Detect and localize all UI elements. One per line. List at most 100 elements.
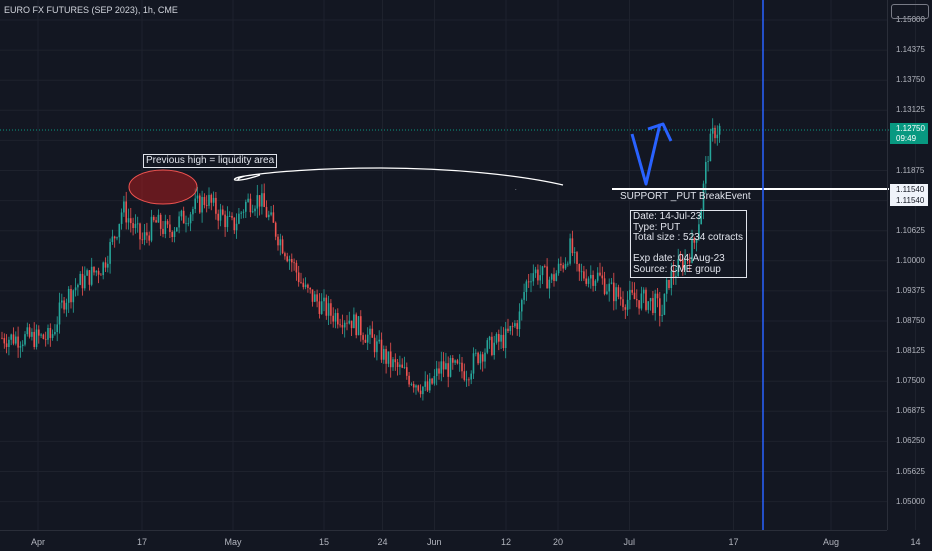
price-tick-label: 1.05000 (896, 496, 925, 506)
candle-body (426, 381, 429, 391)
chart-title: EURO FX FUTURES (SEP 2023), 1h, CME (4, 5, 178, 15)
candle-body (320, 301, 323, 314)
price-tick-label: 1.14375 (896, 45, 925, 55)
candle-body (555, 273, 558, 281)
candle-body (279, 239, 282, 246)
candle-body (113, 236, 116, 239)
time-axis[interactable]: Apr 17 May 15 24 Jun 12 20 Jul 17 Aug 14 (0, 530, 921, 551)
candle-body (449, 358, 452, 377)
candle-body (523, 292, 525, 300)
candle-body (679, 258, 682, 260)
candle-body (396, 362, 399, 367)
candle-body (463, 371, 466, 380)
candle-body (672, 270, 675, 278)
candle-body (504, 328, 507, 349)
candle-body (622, 299, 624, 308)
candle-body (617, 287, 620, 297)
candle-body (74, 287, 77, 291)
candle-body (284, 253, 286, 257)
liquidity-arrow[interactable] (233, 167, 564, 186)
candle-body (176, 227, 178, 232)
candle-body (300, 282, 302, 283)
candle-body (665, 279, 668, 294)
candle-body (534, 269, 537, 274)
time-tick-label: 12 (501, 537, 512, 547)
candle-body (51, 334, 54, 338)
candle-body (334, 313, 337, 322)
candle-body (624, 307, 627, 310)
candle-body (626, 299, 629, 310)
candle-body (219, 209, 222, 221)
price-tick-label: 1.08125 (896, 346, 925, 356)
candle-body (702, 183, 705, 211)
candle-body (419, 390, 422, 395)
candle-body (682, 259, 684, 271)
candle-body (362, 335, 364, 340)
candle-body (652, 298, 654, 313)
candle-body (281, 239, 284, 254)
candle-body (599, 272, 601, 276)
candle-body (337, 313, 339, 325)
candle-body (447, 363, 449, 377)
time-tick-label: Apr (31, 537, 46, 547)
support-label[interactable]: SUPPORT _PUT BreakEvent (620, 191, 751, 202)
candle-body (104, 262, 107, 268)
candle-body (293, 262, 295, 264)
candle-body (456, 360, 459, 364)
candle-body (118, 223, 121, 238)
candle-body (242, 211, 245, 213)
candle-body (385, 349, 387, 364)
candle-body (514, 323, 516, 327)
candle-body (171, 231, 173, 238)
candle-body (5, 343, 8, 347)
candle-body (199, 195, 201, 213)
candle-body (654, 293, 656, 313)
candle-body (330, 303, 332, 316)
candle-body (72, 290, 75, 303)
candle-body (245, 201, 247, 212)
support-price-tag-2: 1.11540 (890, 195, 928, 206)
candle-body (585, 278, 587, 284)
price-tick-label: 1.07500 (896, 376, 925, 386)
stray-dot: . (515, 186, 517, 192)
candle-body (387, 351, 390, 364)
candle-body (348, 320, 351, 324)
candle-body (369, 328, 371, 335)
candle-body (553, 274, 555, 281)
candle-body (606, 291, 608, 294)
option-info-box[interactable]: Date: 14-Jul-23 Type: PUT Total size : 5… (630, 210, 747, 278)
candle-body (28, 327, 31, 337)
liquidity-zone-ellipse[interactable] (128, 169, 198, 205)
candle-body (518, 311, 521, 330)
candle-body (346, 322, 348, 324)
price-axis-settings-button[interactable] (891, 4, 929, 19)
candle-body (406, 367, 408, 376)
candle-body (424, 381, 426, 387)
candle-body (576, 252, 578, 265)
candle-body (691, 238, 693, 263)
candle-body (468, 379, 470, 381)
candle-body (541, 266, 544, 276)
candle-body (309, 287, 311, 290)
candle-body (564, 263, 567, 269)
candle-body (81, 273, 84, 289)
candle-body (656, 293, 659, 299)
liquidity-note[interactable]: Previous high = liquidity area (143, 154, 278, 168)
projection-arrow[interactable] (630, 123, 662, 186)
candle-body (256, 195, 259, 209)
price-axis[interactable]: 1.150001.143751.137501.131251.125001.118… (887, 0, 932, 530)
candle-body (247, 198, 249, 202)
candle-body (445, 363, 447, 370)
candle-body (392, 359, 394, 368)
candle-body (24, 334, 26, 345)
candle-body (40, 334, 42, 336)
candle-body (544, 266, 546, 268)
candle-body (205, 204, 208, 206)
candle-body (332, 315, 334, 322)
candle-body (1, 337, 3, 339)
candle-body (143, 232, 146, 240)
candle-body (647, 301, 650, 310)
candle-body (500, 334, 502, 342)
candle-body (452, 358, 454, 363)
